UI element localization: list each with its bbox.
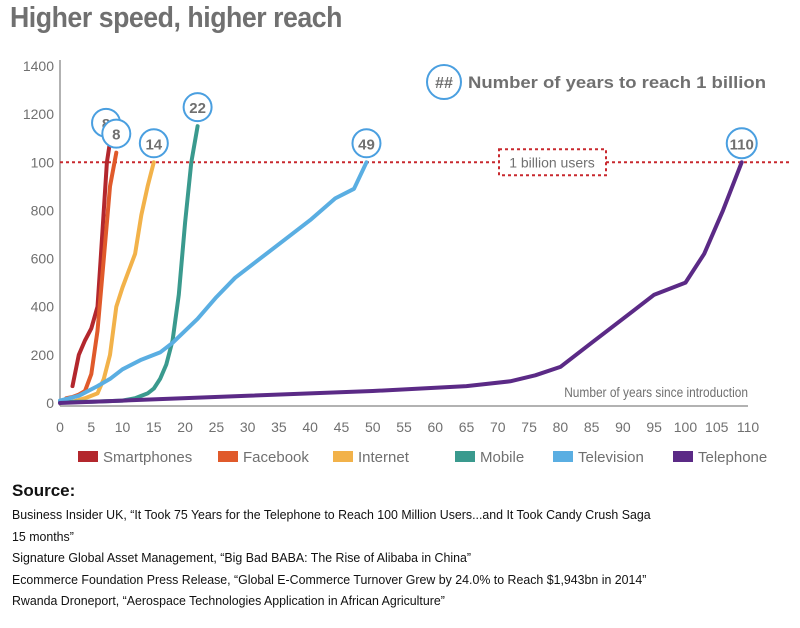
years-bubble	[182, 92, 213, 123]
source-line: 15 months”	[12, 528, 74, 544]
x-tick-label: 55	[396, 419, 412, 435]
y-tick-label: 400	[31, 299, 55, 315]
x-tick-label: 25	[209, 419, 225, 435]
legend-note: ## Number of years to reach 1 billion	[426, 64, 766, 100]
reference-line-group: 1 billion users	[60, 148, 790, 177]
x-tick-label: 35	[271, 419, 287, 435]
series-line-telephone	[58, 160, 744, 405]
source-section: Source: Business Insider UK, “It Took 75…	[12, 481, 699, 612]
x-tick-label: 0	[56, 419, 64, 435]
source-line: Ecommerce Foundation Press Release, “Glo…	[12, 571, 647, 587]
y-tick-label: 0	[46, 395, 54, 411]
x-tick-label: 75	[521, 419, 537, 435]
years-bubble-label: 110	[730, 136, 754, 153]
years-bubble	[138, 128, 169, 159]
y-tick-label: 200	[31, 347, 55, 363]
years-bubble-label: 49	[358, 136, 375, 153]
legend-swatch	[455, 451, 475, 462]
series-line-internet	[70, 160, 156, 404]
legend-label: Mobile	[480, 449, 524, 466]
y-tick-label: 600	[31, 251, 55, 267]
x-tick-label: 80	[553, 419, 569, 435]
x-tick-label: 15	[146, 419, 162, 435]
legend-item: Facebook	[218, 449, 309, 466]
legend-swatch	[78, 451, 98, 462]
x-tick-label: 30	[240, 419, 256, 435]
source-line: Business Insider UK, “It Took 75 Years f…	[12, 507, 651, 522]
x-tick-label: 70	[490, 419, 506, 435]
series-line-mobile	[58, 124, 200, 404]
legend-label: Television	[578, 449, 644, 466]
legend-item: Television	[553, 449, 644, 466]
legend-swatch	[553, 451, 573, 462]
legend-item: Internet	[333, 449, 410, 466]
legend-note-text: Number of years to reach 1 billion	[468, 73, 766, 92]
x-tick-label: 110	[737, 419, 760, 435]
x-tick-label: 100	[674, 419, 698, 435]
x-tick-label: 105	[705, 419, 729, 435]
series-lines	[58, 124, 744, 405]
source-line: Rwanda Droneport, “Aerospace Technologie…	[12, 593, 445, 608]
y-tick-label: 1200	[23, 106, 54, 122]
axes: 0 200 400 600 800 100 1200 1400 0 5 10 15 20 25 30 35 40…	[23, 58, 760, 435]
bubble-labels: 88142249110	[91, 92, 758, 160]
legend-label: Internet	[358, 449, 410, 466]
y-tick-label: 1400	[23, 58, 54, 74]
legend-note-symbol: ##	[435, 75, 453, 92]
years-bubble-label: 14	[145, 136, 162, 153]
x-tick-label: 10	[115, 419, 131, 435]
years-bubble-label: 22	[189, 100, 206, 117]
x-axis-label: Number of years since introduction	[564, 384, 748, 400]
x-tick-label: 95	[646, 419, 662, 435]
x-tick-label: 40	[302, 419, 318, 435]
legend-label: Telephone	[698, 449, 767, 466]
y-tick-label: 100	[31, 154, 55, 170]
legend-item: Mobile	[455, 449, 524, 466]
years-bubble	[351, 128, 382, 159]
years-bubble	[101, 118, 132, 149]
legend-label: Smartphones	[103, 449, 192, 466]
x-tick-label: 85	[584, 419, 600, 435]
legend-swatch	[673, 451, 693, 462]
x-tick-label: 5	[87, 419, 95, 435]
series-line-television	[58, 160, 369, 403]
years-bubble-label: 8	[112, 127, 120, 144]
legend: Smartphones Facebook Internet Mobile Televis…	[78, 449, 767, 466]
reference-line-label-box	[498, 148, 607, 177]
reference-line-label: 1 billion users	[509, 154, 595, 170]
years-bubble	[725, 127, 758, 160]
legend-item: Telephone	[673, 449, 767, 466]
legend-item: Smartphones	[78, 449, 192, 466]
page-title: Higher speed, higher reach	[10, 2, 343, 34]
x-tick-label: 65	[459, 419, 475, 435]
x-tick-label: 60	[427, 419, 443, 435]
legend-label: Facebook	[243, 449, 309, 466]
legend-swatch	[218, 451, 238, 462]
x-tick-label: 90	[615, 419, 631, 435]
series-line-smartphones	[70, 139, 112, 389]
legend-swatch	[333, 451, 353, 462]
source-line: Signature Global Asset Management, “Big …	[12, 550, 471, 565]
x-tick-label: 20	[177, 419, 193, 435]
x-tick-label: 45	[334, 419, 350, 435]
source-heading: Source:	[12, 481, 76, 500]
legend-note-bubble	[426, 64, 462, 100]
y-tick-label: 800	[31, 202, 55, 218]
x-tick-label: 50	[365, 419, 381, 435]
line-chart: 0 200 400 600 800 100 1200 1400 0 5 10 15 20 25 30 35 40…	[23, 58, 790, 466]
